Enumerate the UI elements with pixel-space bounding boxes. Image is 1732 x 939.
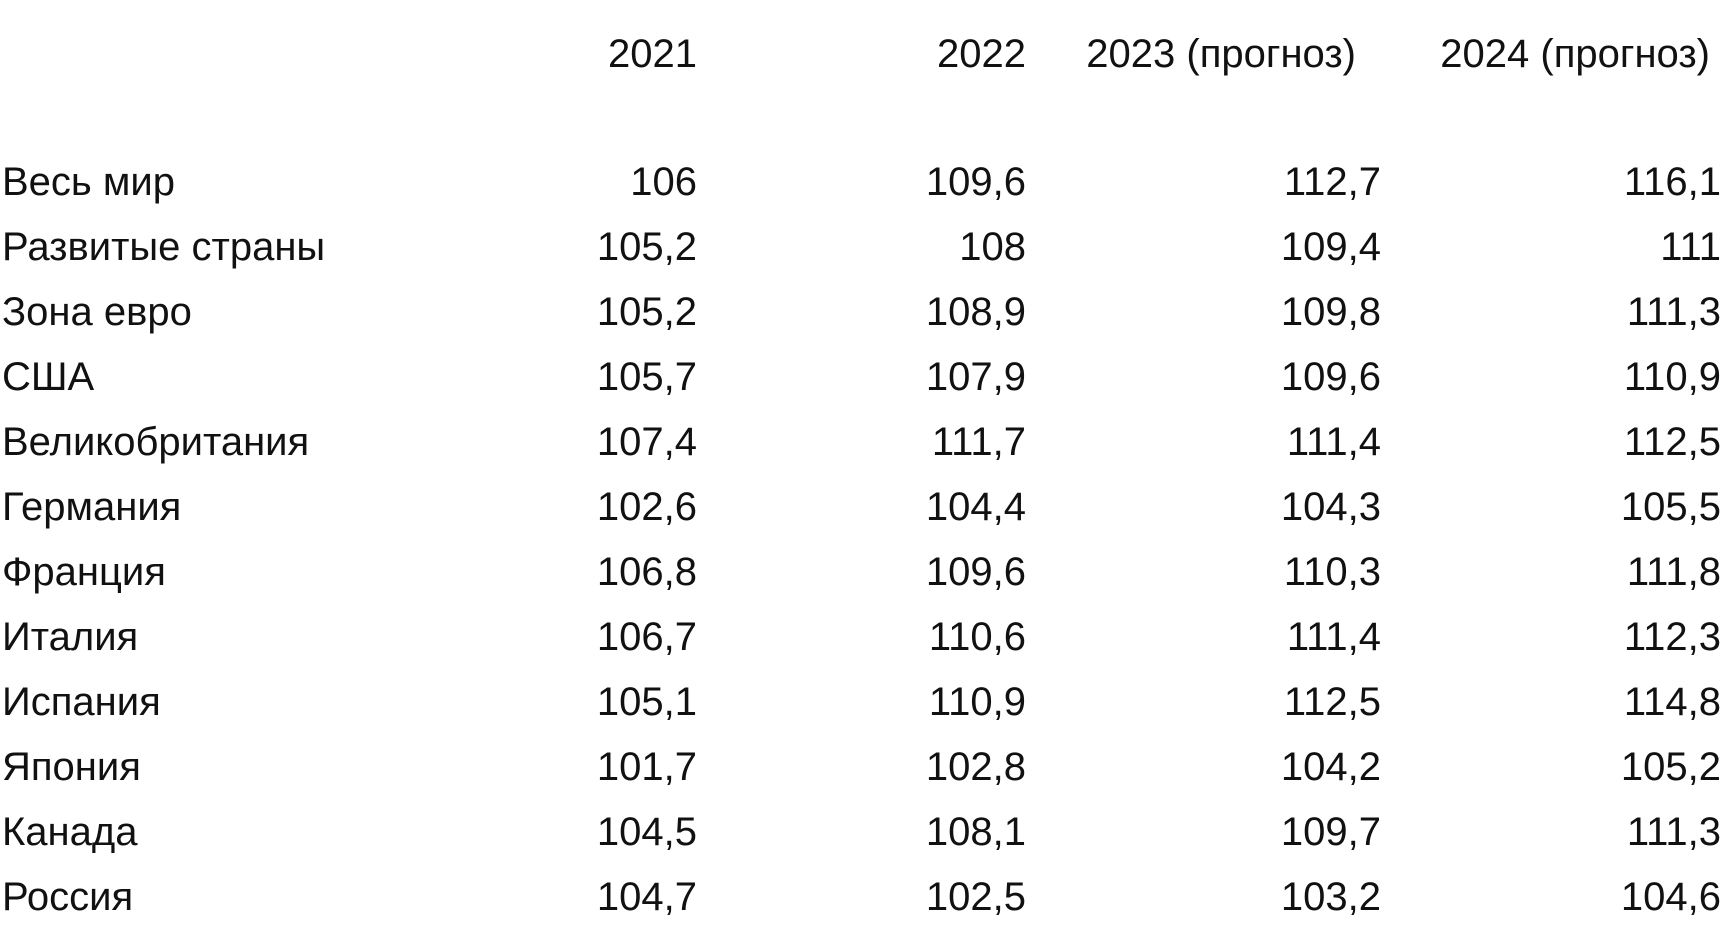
row-label: Испания (2, 680, 161, 724)
table-cell: 105,2 (596, 225, 697, 269)
table-cell: 105,2 (596, 290, 697, 334)
table-cell: 110,9 (928, 680, 1026, 724)
table-cell: 102,8 (925, 745, 1026, 789)
table-cell: 109,7 (1280, 810, 1381, 854)
table-cell: 106,7 (596, 615, 697, 659)
table-cell: 111,4 (1286, 615, 1381, 659)
table-cell: 111,3 (1626, 290, 1721, 334)
table-cell: 112,7 (1283, 160, 1381, 204)
table-cell: 102,6 (596, 485, 697, 529)
row-label: Япония (2, 745, 141, 789)
table-cell: 104,5 (596, 810, 697, 854)
table-cell: 112,5 (1623, 420, 1721, 464)
table-cell: 105,1 (596, 680, 697, 724)
table-cell: 110,6 (928, 615, 1026, 659)
table-cell: 108,1 (925, 810, 1026, 854)
table-cell: 107,9 (925, 355, 1026, 399)
table-cell: 110,3 (1283, 550, 1381, 594)
row-label: США (2, 355, 95, 399)
row-label: Канада (2, 810, 138, 854)
row-label: Франция (2, 550, 166, 594)
table-cell: 111 (1660, 225, 1721, 269)
row-label: Развитые страны (2, 225, 326, 269)
table-cell: 106,8 (596, 550, 697, 594)
header-2022: 2022 (937, 32, 1026, 76)
table-cell: 102,5 (925, 875, 1026, 919)
row-label: Зона евро (2, 290, 192, 334)
table-cell: 104,7 (596, 875, 697, 919)
table-cell: 105,2 (1620, 745, 1721, 789)
row-label: Весь мир (2, 160, 175, 204)
row-label: Италия (2, 615, 139, 659)
table-cell: 105,7 (596, 355, 697, 399)
table-cell: 111,8 (1626, 550, 1721, 594)
table-cell: 104,4 (925, 485, 1026, 529)
table-cell: 114,8 (1623, 680, 1721, 724)
table-cell: 108 (959, 225, 1026, 269)
table-cell: 111,7 (931, 420, 1026, 464)
table-cell: 106 (630, 160, 697, 204)
table-cell: 110,9 (1623, 355, 1721, 399)
table-cell: 101,7 (596, 745, 697, 789)
table-cell: 109,6 (925, 160, 1026, 204)
table-cell: 116,1 (1623, 160, 1721, 204)
header-2023-forecast: 2023 (прогноз) (1086, 32, 1356, 76)
table-cell: 108,9 (925, 290, 1026, 334)
row-label: Германия (2, 485, 182, 529)
table-cell: 104,2 (1280, 745, 1381, 789)
table-cell: 111,3 (1626, 810, 1721, 854)
row-label: Великобритания (2, 420, 310, 464)
table-cell: 104,3 (1280, 485, 1381, 529)
header-2021: 2021 (608, 32, 697, 76)
row-label: Россия (2, 875, 134, 919)
table-cell: 109,6 (1280, 355, 1381, 399)
table-cell: 103,2 (1280, 875, 1381, 919)
table-cell: 112,3 (1623, 615, 1721, 659)
table-cell: 105,5 (1620, 485, 1721, 529)
table-cell: 104,6 (1620, 875, 1721, 919)
table-cell: 112,5 (1283, 680, 1381, 724)
table-cell: 109,8 (1280, 290, 1381, 334)
table-cell: 107,4 (596, 420, 697, 464)
table-cell: 109,4 (1280, 225, 1381, 269)
header-2024-forecast: 2024 (прогноз) (1440, 32, 1710, 76)
table-cell: 111,4 (1286, 420, 1381, 464)
table-cell: 109,6 (925, 550, 1026, 594)
